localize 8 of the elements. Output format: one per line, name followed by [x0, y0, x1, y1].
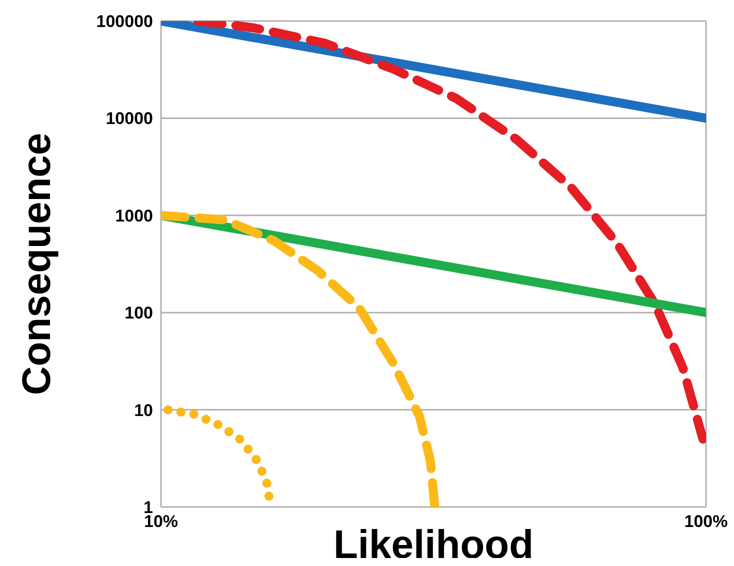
y-tick-label: 100: [124, 304, 153, 323]
y-tick-label: 1000: [115, 206, 153, 226]
y-axis-title: Consequence: [15, 132, 60, 396]
x-tick-label: 10%: [144, 512, 178, 532]
x-tick-label: 100%: [684, 512, 728, 532]
y-tick-label: 10000: [106, 109, 153, 128]
y-tick-label: 100000: [96, 12, 153, 32]
y-tick-label: 10: [134, 400, 153, 420]
